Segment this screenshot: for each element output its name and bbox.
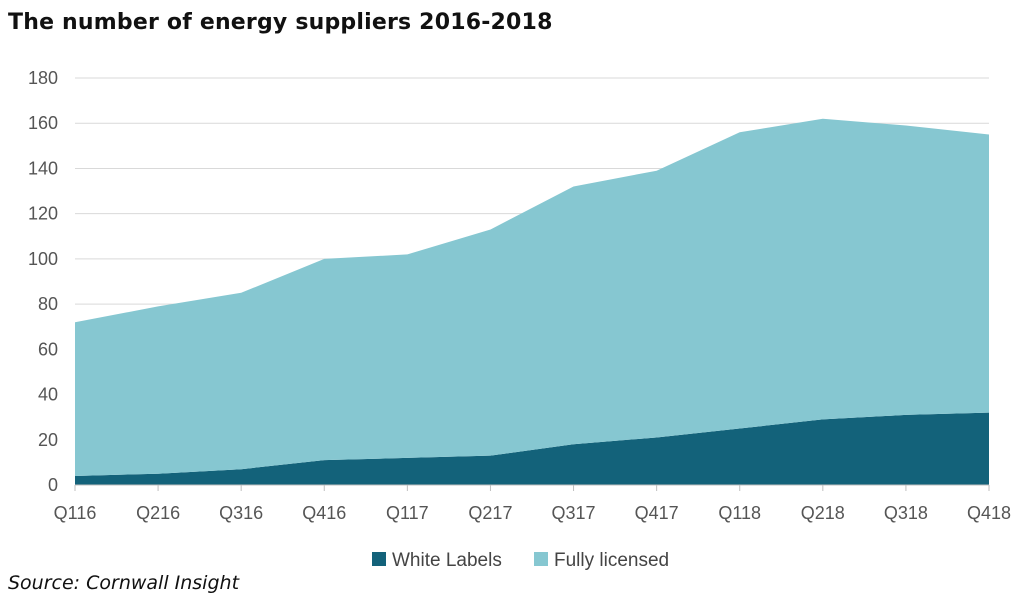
legend: White Labels Fully licensed [372,550,669,571]
x-tick-label: Q118 [718,503,761,523]
y-tick-label: 160 [28,113,58,133]
area-fully-licensed [75,118,989,476]
x-tick-label: Q216 [136,503,180,523]
x-tick-label: Q316 [219,503,263,523]
chart-title: The number of energy suppliers 2016-2018 [8,10,553,35]
y-axis: 0 20 40 60 80 100 120 140 160 180 [28,68,58,495]
x-tick-label: Q417 [635,503,679,523]
x-tick-label: Q318 [884,503,928,523]
legend-label-white-labels: White Labels [392,550,502,571]
x-tick-label: Q416 [302,503,346,523]
area-white-labels [75,412,989,485]
y-tick-label: 80 [38,294,58,314]
y-tick-label: 100 [28,249,58,269]
source-note: Source: Cornwall Insight [8,572,240,594]
x-tick-label: Q217 [468,503,512,523]
y-tick-label: 40 [38,385,58,405]
x-tick-label: Q218 [801,503,845,523]
y-tick-label: 0 [48,475,58,495]
legend-swatch-fully-licensed [534,552,548,566]
y-tick-label: 140 [28,158,58,178]
x-axis: Q116 Q216 Q316 Q416 Q117 Q217 Q317 Q417 Q118 Q218… [54,484,1011,523]
legend-swatch-white-labels [372,552,386,566]
y-tick-label: 20 [38,430,58,450]
y-tick-label: 180 [28,68,58,88]
y-tick-label: 120 [28,204,58,224]
area-series [75,118,989,485]
x-tick-label: Q418 [967,503,1011,523]
x-tick-label: Q317 [552,503,596,523]
legend-label-fully-licensed: Fully licensed [554,550,669,571]
x-tick-label: Q116 [54,503,97,523]
y-tick-label: 60 [38,339,58,359]
x-tick-label: Q117 [386,503,429,523]
